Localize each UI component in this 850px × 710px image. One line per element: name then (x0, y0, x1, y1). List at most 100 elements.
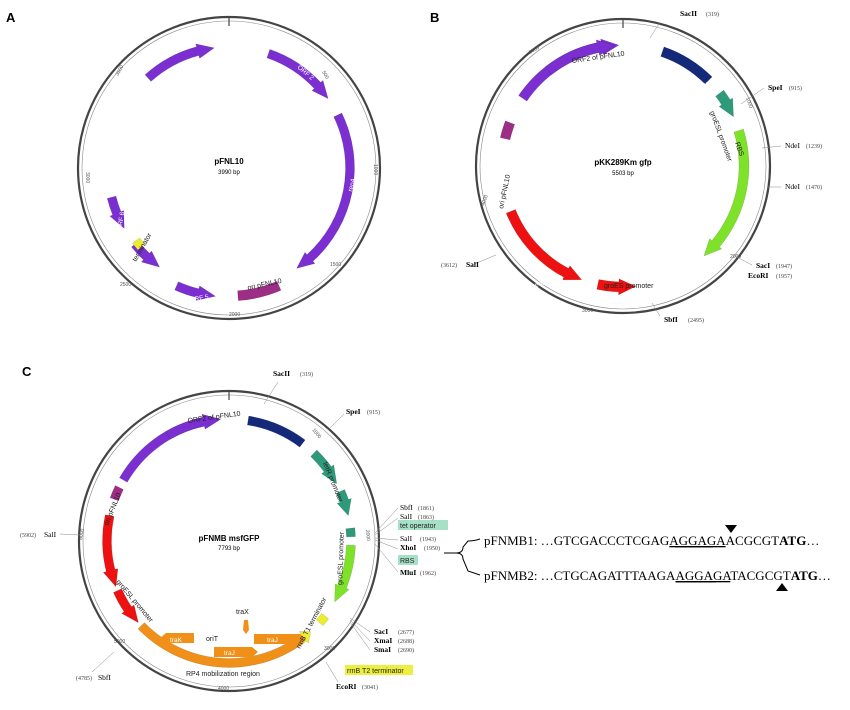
sequence-panel: pFNMB1: …GTCGACCCTCGAGAGGAGAACGCGTATG… p… (484, 525, 831, 591)
feature-label-orf4: ORF 4 (161, 258, 182, 273)
feature-arrow-traj-2 (214, 647, 258, 657)
site-pos: (4785) (76, 675, 92, 682)
site-pos: (2677) (398, 629, 414, 636)
feature-label-msfgfp: msfgfp (353, 556, 361, 576)
tick-label: 4000 (218, 686, 229, 692)
feature-arrow-groesl (715, 89, 734, 118)
tick-label: 3000 (324, 646, 335, 652)
plasmid-a-features (106, 43, 355, 301)
site-name: SalI (44, 530, 57, 539)
sequence-bracket (444, 538, 481, 554)
feature-arrow-groesl-red (113, 588, 139, 624)
site-name: SacI (756, 261, 770, 270)
site-name: EcoRI (748, 271, 768, 280)
tick-label: 1000 (310, 427, 322, 440)
sequence-suffix: … (806, 533, 819, 548)
site-name: SbfI (664, 315, 678, 324)
feature-label-traj-2: traJ (224, 650, 235, 657)
plasmid-b-size: 5503 bp (612, 171, 634, 177)
panel-c: C 1000 2000 3000 4000 5000 6000 pFNMB ms… (20, 364, 481, 693)
site-name: SpeI (346, 407, 361, 416)
site-name: SalI (400, 534, 413, 543)
site-pos: (2495) (688, 317, 704, 324)
tick-label: 1000 (744, 97, 754, 110)
feature-arrow-repa (296, 112, 355, 269)
tick-label: 500 (320, 70, 329, 80)
sequence-name: pFNMB2: (484, 568, 537, 583)
plasmid-a-backbone (76, 15, 382, 321)
rbs-box (398, 555, 418, 565)
site-name: SmaI (374, 645, 391, 654)
feature-arrow-orf2 (165, 414, 221, 440)
plasmid-b-features (499, 38, 750, 296)
plasmid-c-features (102, 414, 356, 668)
sequence-name: pFNMB1: (484, 533, 537, 548)
cut-marker-down (725, 525, 737, 533)
sequence-rbs: AGGAGA (669, 533, 726, 548)
feature-label-orf6: ORF 6 (116, 211, 126, 231)
site-name: SalI (400, 512, 413, 521)
tet-operator-box (398, 520, 448, 530)
site-name: SalI (466, 260, 479, 269)
sequence-middle: TACGCGT (730, 568, 790, 583)
feature-arrow-orf5 (174, 281, 217, 301)
plasmid-a-title: pFNL10 (214, 157, 244, 166)
feature-label-ori-pfnl10: ori pFNL10 (498, 174, 512, 209)
plasmid-b-sites: SacII (319) SpeI (915) NdeI (1239) NdeI … (441, 9, 822, 324)
plasmid-a-size: 3990 bp (218, 170, 240, 176)
site-pos: (1947) (776, 263, 792, 270)
sequence-start-codon: ATG (791, 568, 818, 583)
site-pos: (1943) (420, 536, 436, 543)
site-pos: (5902) (20, 532, 36, 539)
site-pos: (915) (367, 409, 380, 416)
panel-a-label: A (6, 10, 16, 25)
site-name: SbfI (98, 673, 111, 682)
site-name: XhoI (400, 543, 416, 552)
feature-label-groesl-promoter: groESL promoter (708, 110, 733, 163)
feature-arrow-tetr (310, 449, 337, 485)
site-pos: (319) (706, 11, 719, 18)
plasmid-c-title: pFNMB msfGFP (199, 534, 261, 543)
tick-label: 3000 (582, 308, 593, 314)
rrnb-t2-box (345, 665, 413, 675)
site-pos: (915) (789, 85, 802, 92)
rbs-label: RBS (400, 558, 415, 565)
tick-label: 2000 (730, 254, 741, 260)
site-pos: (2690) (398, 647, 414, 654)
feature-label-gfp: gfp (755, 191, 764, 201)
feature-arrow-orf2 (545, 39, 616, 75)
tick-label: 5000 (528, 45, 541, 56)
rrnb-t2-label: rrnB T2 terminator (347, 668, 404, 675)
site-name: NdeI (785, 182, 800, 191)
sequence-rbs: AGGAGA (675, 568, 732, 583)
feature-arrow-groes (596, 278, 637, 296)
feature-label-groesl-promoter-c: groESL promoter (337, 531, 346, 585)
sequence-prefix: …GTCGACCCTCGAG (537, 533, 669, 548)
feature-arrow-orf6 (106, 195, 125, 229)
feature-label-neor: neoR/kanR (91, 520, 103, 553)
feature-block-p15a (660, 46, 713, 85)
feature-arrow-trak (160, 633, 194, 643)
feature-arrow-orf3 (144, 43, 215, 82)
tick-label: 2500 (120, 282, 131, 288)
site-name: EcoRI (336, 682, 356, 691)
site-pos: (1962) (420, 570, 436, 577)
site-name: SacII (680, 9, 697, 18)
tick-label: 3000 (84, 172, 90, 183)
sequence-prefix: …CTGCAGATTTAAGA (537, 568, 676, 583)
plasmid-c-ticks: 1000 2000 3000 4000 5000 6000 (78, 427, 371, 692)
feature-block-tet-operator (345, 527, 356, 538)
site-pos: (1863) (418, 514, 434, 521)
feature-arrow-msfgfp (334, 544, 356, 603)
tick-label: 1500 (330, 262, 341, 268)
feature-label-traj-1: traJ (267, 637, 278, 644)
tick-label: 4000 (480, 194, 490, 207)
feature-block-ori (109, 485, 124, 502)
feature-label-orit: oriT (206, 636, 219, 643)
feature-block-terminator (132, 237, 145, 251)
sequence-pfnmb1: pFNMB1: …GTCGACCCTCGAGAGGAGAACGCGTATG… (484, 533, 819, 548)
site-pos: (1950) (424, 545, 440, 552)
site-pos: (1957) (776, 273, 792, 280)
tick-label: 5000 (114, 639, 125, 645)
